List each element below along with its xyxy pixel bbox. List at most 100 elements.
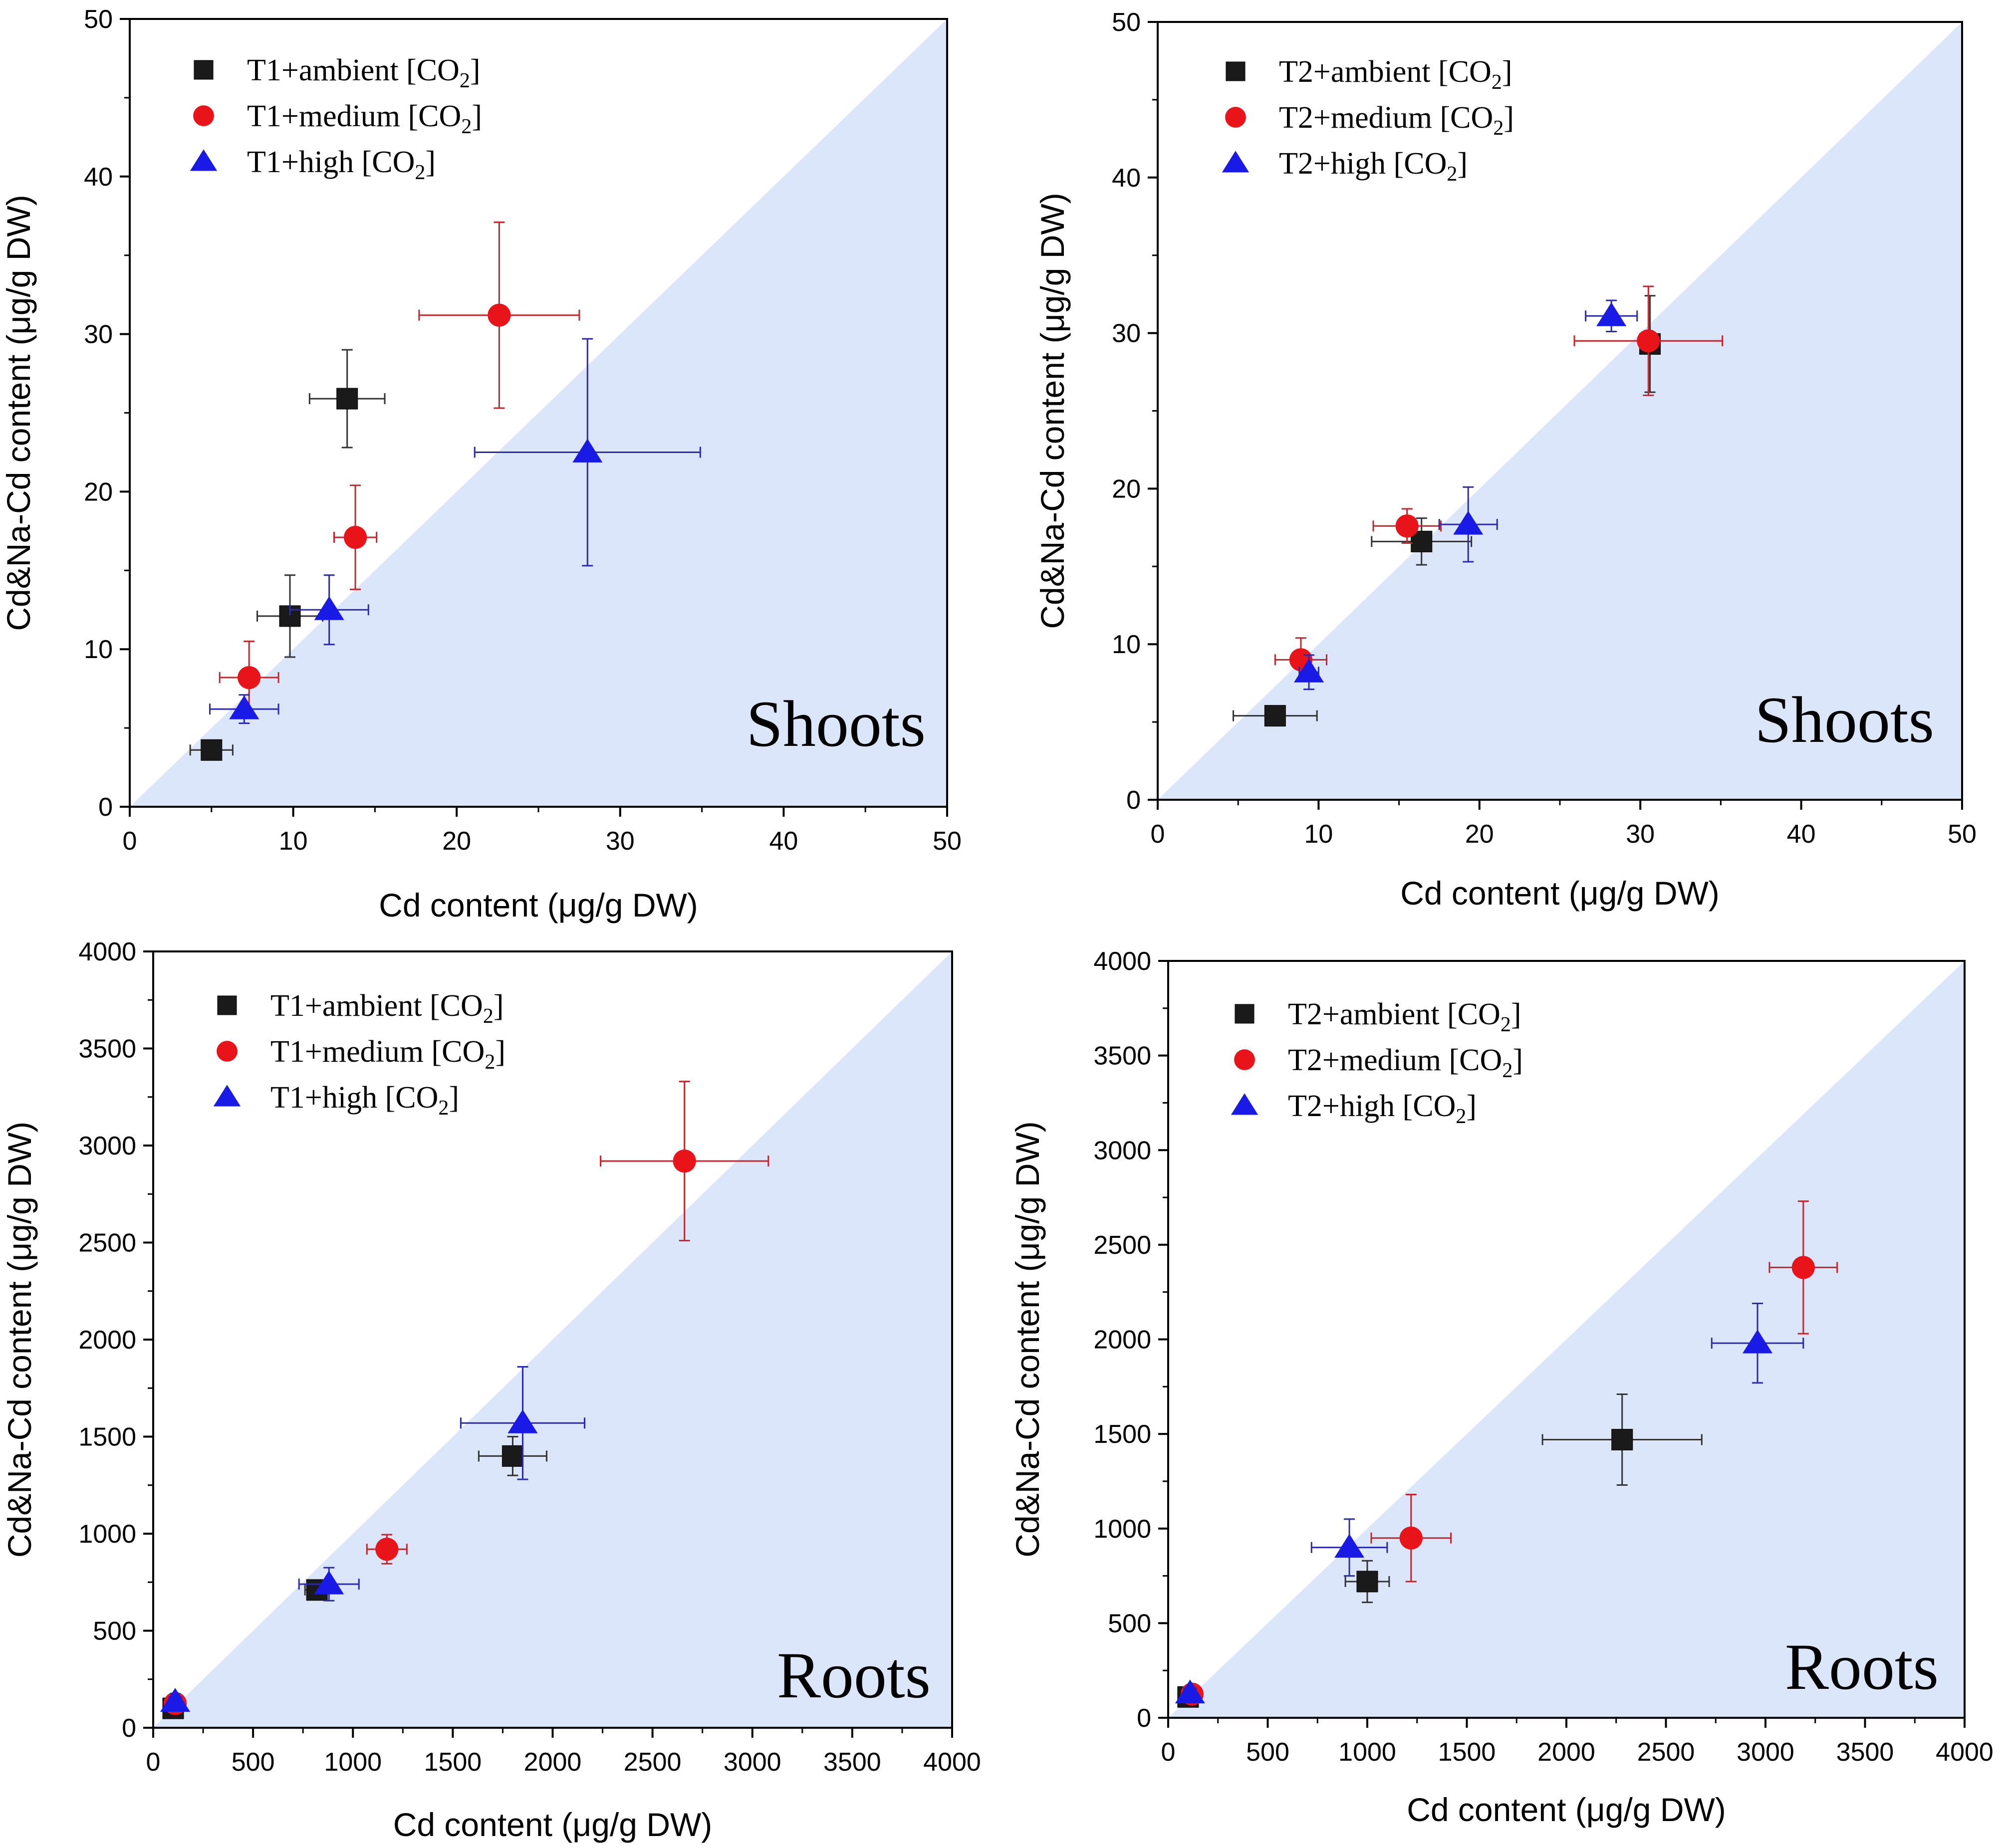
legend-entry: T1+medium [CO2] — [193, 99, 482, 138]
panel-tag: Roots — [777, 1638, 931, 1712]
series-medium — [1274, 285, 1724, 683]
x-tick-label: 3000 — [724, 1748, 781, 1777]
legend-label-subscript: 2 — [438, 1097, 449, 1120]
legend-label-end: ] — [1466, 1089, 1477, 1123]
legend-label: T2+ambient [CO2] — [1288, 997, 1521, 1036]
x-axis-label: Cd content (μg/g DW) — [1400, 875, 1720, 912]
data-point-triangle — [1743, 1329, 1773, 1354]
x-tick-label: 0 — [1161, 1738, 1176, 1767]
legend-marker-square — [1235, 1004, 1254, 1024]
legend-label-subscript: 2 — [1502, 1059, 1512, 1082]
legend-label: T2+ambient [CO2] — [1279, 55, 1512, 94]
y-tick-label: 3500 — [1093, 1042, 1151, 1071]
legend-label: T1+high [CO2] — [270, 1081, 459, 1120]
data-point-triangle — [160, 1688, 191, 1712]
data-point-square — [336, 388, 358, 410]
legend-label-end: ] — [472, 99, 482, 133]
legend-label-subscript: 2 — [461, 115, 472, 138]
panel-tag: Roots — [1785, 1630, 1939, 1703]
shaded-region — [1158, 22, 1962, 800]
legend-entry: T2+medium [CO2] — [1225, 101, 1514, 140]
x-tick-label: 500 — [1246, 1738, 1289, 1767]
y-tick-label: 50 — [84, 5, 113, 34]
legend-label: T1+ambient [CO2] — [270, 989, 503, 1028]
legend-label-text: T2+high [CO — [1288, 1089, 1456, 1123]
legend-entry: T2+high [CO2] — [1231, 1089, 1477, 1128]
y-tick-label: 500 — [93, 1617, 136, 1646]
x-tick-label: 20 — [1465, 820, 1494, 849]
x-tick-label: 30 — [606, 827, 635, 856]
panel-tag: Shoots — [747, 687, 926, 760]
y-tick-label: 2000 — [1093, 1326, 1151, 1355]
legend-entry: T1+high [CO2] — [213, 1081, 459, 1120]
x-tick-label: 0 — [1151, 820, 1165, 849]
y-tick-label: 2500 — [78, 1229, 136, 1258]
data-point-triangle — [1453, 510, 1484, 535]
y-tick-label: 1500 — [78, 1423, 136, 1452]
data-point-triangle — [507, 1409, 538, 1433]
y-tick-label: 1500 — [1093, 1420, 1151, 1449]
legend-label-end: ] — [1512, 1043, 1523, 1077]
data-point-triangle — [1596, 302, 1627, 326]
legend-label-subscript: 2 — [1447, 163, 1457, 186]
y-tick-label: 500 — [1108, 1609, 1151, 1638]
legend-label-end: ] — [495, 1035, 505, 1069]
y-tick-label: 0 — [122, 1714, 136, 1743]
legend-marker-circle — [1234, 1049, 1255, 1070]
y-axis-label: Cd&Na-Cd content (μg/g DW) — [0, 195, 37, 631]
data-point-square — [501, 1445, 523, 1467]
data-point-square — [201, 739, 223, 761]
y-tick-label: 2000 — [78, 1326, 136, 1355]
data-point-circle — [1395, 514, 1419, 538]
x-tick-label: 20 — [442, 827, 471, 856]
y-tick-label: 40 — [1112, 164, 1141, 193]
data-point-triangle — [1175, 1679, 1205, 1704]
y-tick-label: 0 — [1126, 786, 1141, 815]
legend-label-text: T2+ambient [CO — [1279, 55, 1492, 89]
x-tick-label: 10 — [279, 827, 308, 856]
y-tick-label: 10 — [84, 635, 113, 664]
data-point-circle — [1399, 1526, 1423, 1550]
legend-label-end: ] — [1503, 101, 1514, 135]
x-tick-label: 3500 — [1836, 1738, 1894, 1767]
x-tick-label: 30 — [1626, 820, 1655, 849]
legend-marker-triangle — [1231, 1093, 1258, 1115]
legend-label-text: T1+medium [CO — [247, 99, 461, 133]
y-axis-label: Cd&Na-Cd content (μg/g DW) — [1009, 1121, 1046, 1557]
legend-marker-circle — [193, 105, 214, 126]
legend-label-text: T1+high [CO — [270, 1081, 438, 1115]
legend-label-end: ] — [425, 145, 436, 179]
legend-entry: T2+medium [CO2] — [1234, 1043, 1523, 1082]
legend-label: T1+medium [CO2] — [270, 1035, 505, 1074]
legend-label-text: T2+high [CO — [1279, 147, 1447, 181]
legend-label: T2+high [CO2] — [1279, 147, 1468, 186]
legend-entry: T1+ambient [CO2] — [194, 53, 480, 92]
x-tick-label: 500 — [232, 1748, 275, 1777]
data-point-square — [1611, 1429, 1633, 1451]
data-point-triangle — [314, 596, 344, 620]
x-tick-label: 0 — [123, 827, 137, 856]
legend-label-end: ] — [494, 989, 504, 1023]
y-tick-label: 2500 — [1093, 1231, 1151, 1260]
series-high — [160, 1366, 586, 1712]
x-tick-label: 10 — [1304, 820, 1333, 849]
series-high — [1294, 299, 1638, 691]
x-tick-label: 40 — [1787, 820, 1816, 849]
legend-label-text: T1+medium [CO — [270, 1035, 485, 1069]
panel-tag: Shoots — [1755, 683, 1934, 756]
x-axis-label: Cd content (μg/g DW) — [1407, 1791, 1726, 1828]
legend-marker-circle — [217, 1041, 238, 1062]
y-tick-label: 3500 — [78, 1035, 136, 1064]
x-tick-label: 4000 — [923, 1748, 981, 1777]
x-tick-label: 1500 — [424, 1748, 482, 1777]
y-tick-label: 0 — [1137, 1704, 1151, 1733]
legend-marker-square — [217, 995, 237, 1015]
data-point-circle — [375, 1538, 399, 1561]
series-high — [209, 338, 701, 724]
y-axis-label: Cd&Na-Cd content (μg/g DW) — [1034, 193, 1071, 629]
y-tick-label: 1000 — [1093, 1515, 1151, 1544]
legend-entry: T1+high [CO2] — [190, 145, 436, 184]
legend-label-text: T2+ambient [CO — [1288, 997, 1501, 1031]
legend-marker-circle — [1225, 107, 1246, 128]
y-tick-label: 20 — [1112, 474, 1141, 503]
